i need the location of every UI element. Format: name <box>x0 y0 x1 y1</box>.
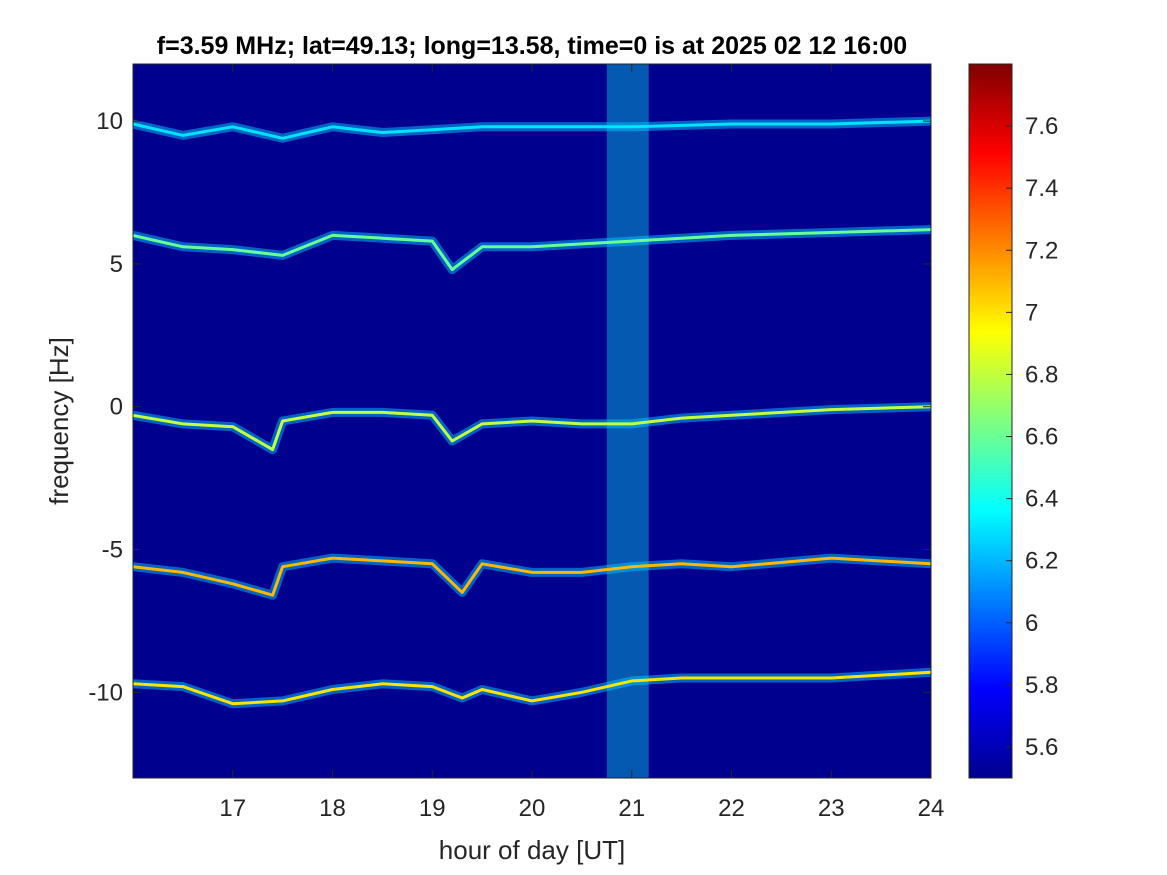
x-tick-label: 21 <box>618 795 645 822</box>
y-axis: 10 5 0 -5 -10 <box>88 108 931 706</box>
x-tick-label: 17 <box>219 795 246 822</box>
colorbar-tick-label: 5.8 <box>1025 672 1058 699</box>
y-tick-label: -5 <box>102 537 123 564</box>
y-tick-label: 5 <box>110 251 123 278</box>
colorbar-axis: 5.6 5.8 6 6.2 6.4 6.6 6.8 7 7.2 7.4 7.6 <box>1006 113 1058 761</box>
x-tick-label: 19 <box>419 795 446 822</box>
y-tick-label: -10 <box>88 679 123 706</box>
colorbar-tick-label: 6.6 <box>1025 424 1058 451</box>
colorbar <box>968 63 1013 779</box>
y-tick-label: 10 <box>96 108 123 135</box>
x-axis: 17 18 19 20 21 22 23 24 <box>219 64 944 822</box>
colorbar-tick-label: 7 <box>1025 299 1038 326</box>
colorbar-tick-label: 7.4 <box>1025 175 1058 202</box>
x-axis-label: hour of day [UT] <box>439 835 625 865</box>
colorbar-tick-label: 6.8 <box>1025 361 1058 388</box>
y-tick-label: 0 <box>110 394 123 421</box>
trace-2 <box>133 405 931 452</box>
plot-content <box>133 64 931 778</box>
chart-title: f=3.59 MHz; lat=49.13; long=13.58, time=… <box>157 32 907 60</box>
trace-0 <box>133 119 931 140</box>
trace-3 <box>133 556 931 597</box>
x-tick-label: 18 <box>319 795 346 822</box>
colorbar-tick-label: 5.6 <box>1025 734 1058 761</box>
y-axis-label: frequency [Hz] <box>44 337 74 505</box>
x-tick-label: 24 <box>918 795 945 822</box>
x-tick-label: 23 <box>818 795 845 822</box>
colorbar-tick-label: 6.4 <box>1025 486 1058 513</box>
trace-1 <box>133 228 931 272</box>
trace-4 <box>133 670 931 706</box>
x-tick-label: 20 <box>519 795 546 822</box>
colorbar-tick-label: 6.2 <box>1025 548 1058 575</box>
colorbar-tick-label: 7.2 <box>1025 237 1058 264</box>
x-tick-label: 22 <box>718 795 745 822</box>
colorbar-tick-label: 6 <box>1025 610 1038 637</box>
colorbar-tick-label: 7.6 <box>1025 113 1058 140</box>
